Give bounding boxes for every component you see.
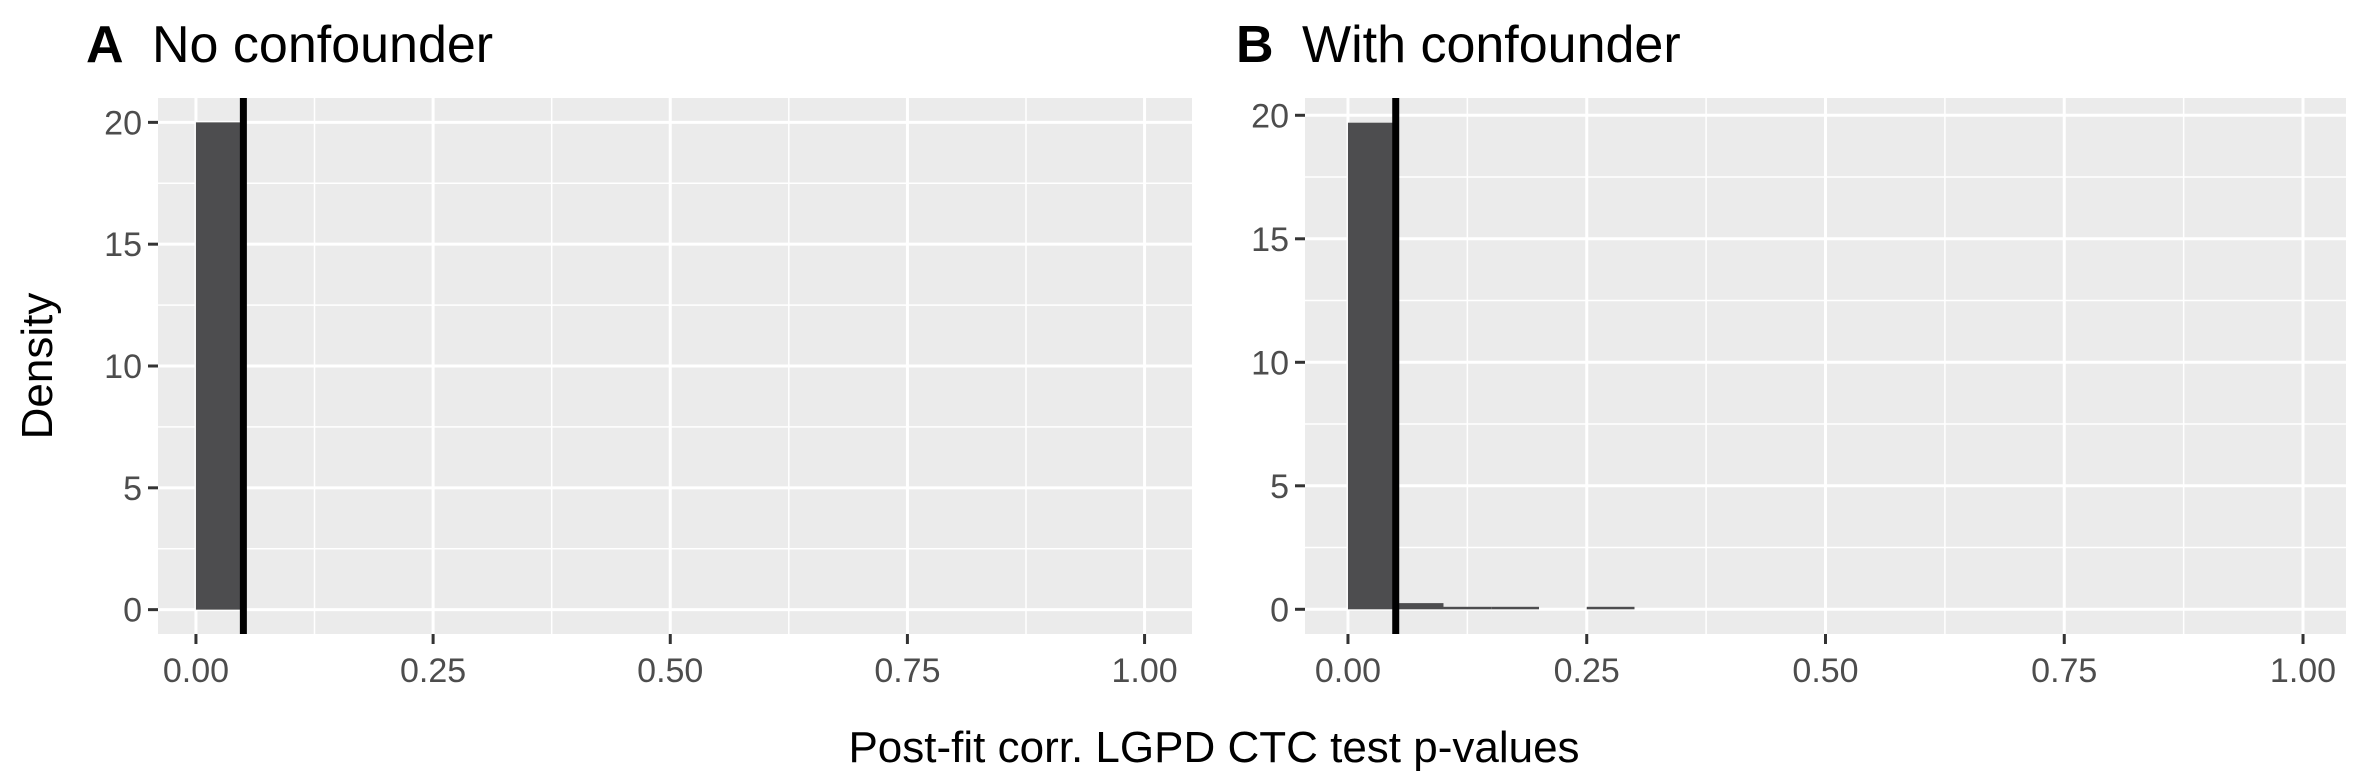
panel-a-x-tick-label: 0.50: [637, 652, 703, 690]
panel-a-bars: [195, 122, 244, 610]
panel-b-y-tick-label: 15: [1251, 221, 1289, 259]
panel-b-grid: [1305, 98, 2346, 634]
panel-a-y-tick-label: 15: [104, 226, 142, 264]
panel-b-y-tick-label: 10: [1251, 344, 1289, 382]
panel-b-title: With confounder: [1302, 16, 1681, 74]
panel-b-histogram-bar: [1347, 122, 1396, 610]
panel-b-y-tick-label: 5: [1270, 468, 1289, 506]
panel-b-x-tick-label: 0.25: [1554, 652, 1620, 690]
panel-b-x-tick-label: 0.50: [1792, 652, 1858, 690]
panel-b-histogram-bar: [1443, 606, 1492, 610]
panel-a-x-axis: 0.00 0.25 0.50 0.75 1.00: [163, 634, 1178, 690]
panel-a-y-axis: 0 5 10 15 20: [104, 104, 158, 630]
panel-a-histogram-bar: [195, 122, 244, 610]
panel-b-x-tick-label: 0.75: [2031, 652, 2097, 690]
panel-b-y-tick-label: 0: [1270, 591, 1289, 629]
y-axis-title: Density: [13, 293, 62, 440]
panel-a-y-tick-label: 5: [123, 470, 142, 508]
panel-a-x-tick-label: 0.75: [874, 652, 940, 690]
panel-a-y-tick-label: 10: [104, 348, 142, 386]
panel-b-x-axis: 0.00 0.25 0.50 0.75 1.00: [1315, 634, 2336, 690]
panel-b-letter: B: [1236, 16, 1274, 74]
panel-a-x-tick-label: 0.00: [163, 652, 229, 690]
panel-a-x-tick-label: 1.00: [1111, 652, 1177, 690]
panel-a-y-tick-label: 0: [123, 592, 142, 630]
panel-b-y-axis: 0 5 10 15 20: [1251, 97, 1305, 629]
panel-b-bars: [1347, 122, 1635, 610]
panel-b-x-tick-label: 0.00: [1315, 652, 1381, 690]
panel-a-y-tick-label: 20: [104, 104, 142, 142]
x-axis-title: Post-fit corr. LGPD CTC test p-values: [848, 723, 1579, 772]
panel-b-x-tick-label: 1.00: [2270, 652, 2336, 690]
panel-a-title: No confounder: [152, 16, 493, 74]
panel-a-x-tick-label: 0.25: [400, 652, 466, 690]
panel-a: A No confounder 0 5 10 15 20 0.00 0.25 0.50 0.7…: [86, 16, 1192, 690]
panel-b-histogram-bar: [1586, 606, 1635, 610]
panel-b-histogram-bar: [1395, 603, 1444, 610]
panel-b-y-tick-label: 20: [1251, 97, 1289, 135]
panel-a-letter: A: [86, 16, 124, 74]
panel-b-histogram-bar: [1491, 606, 1539, 610]
